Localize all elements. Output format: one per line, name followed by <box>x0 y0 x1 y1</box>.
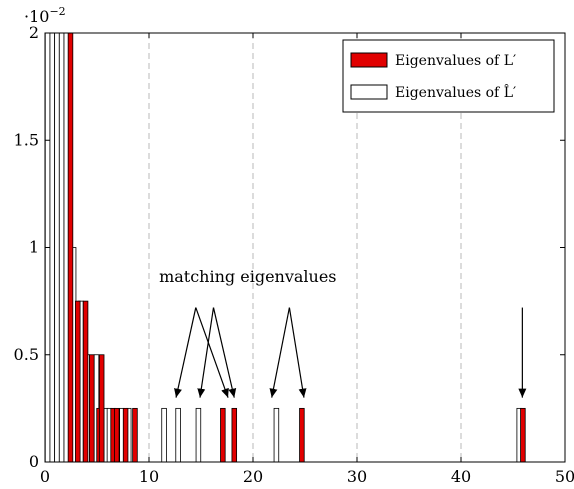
bar-eigenvalue-Lhat <box>273 407 280 463</box>
x-tick-label: 0 <box>40 467 50 486</box>
legend-swatch-L <box>350 52 388 68</box>
legend-label-L: Eigenvalues of L′ <box>395 53 516 69</box>
legend-box <box>342 39 555 113</box>
bar-eigenvalue-L <box>132 407 138 463</box>
bar-eigenvalue-L <box>89 354 95 463</box>
legend-swatch-Lhat <box>350 84 388 100</box>
annotation-arrow <box>212 307 237 398</box>
x-tick-label: 20 <box>243 467 263 486</box>
y-tick-label: 0.5 <box>14 345 39 364</box>
annotation-arrow <box>288 307 307 398</box>
legend: Eigenvalues of L′ Eigenvalues of L̂′ <box>342 39 555 113</box>
bar-eigenvalue-Lhat <box>54 32 60 463</box>
annotation-arrow <box>174 307 197 398</box>
annotations: matching eigenvalues <box>159 267 527 398</box>
bar-eigenvalue-L <box>75 300 81 463</box>
annotation-label: matching eigenvalues <box>159 267 336 286</box>
x-tick-label: 40 <box>451 467 471 486</box>
y-tick-label: 1 <box>29 238 39 257</box>
bar-eigenvalue-Lhat <box>49 32 56 463</box>
y-tick-label: 1.5 <box>14 130 39 149</box>
y-tick-label: 0 <box>29 452 39 471</box>
annotation-arrow <box>195 307 229 398</box>
bar-eigenvalue-L <box>231 407 238 463</box>
bar-eigenvalue-Lhat <box>195 407 202 463</box>
x-tick-label: 10 <box>139 467 159 486</box>
bar-eigenvalue-L <box>67 32 74 463</box>
y-tick-label: 2 <box>29 23 39 42</box>
bar-eigenvalue-L <box>98 354 105 463</box>
x-tick-label: 50 <box>555 467 574 486</box>
bar-eigenvalue-L <box>220 407 226 463</box>
legend-label-Lhat: Eigenvalues of L̂′ <box>395 83 516 101</box>
bar-eigenvalue-L <box>520 407 526 463</box>
y-scale-label: ·10−2 <box>24 5 66 26</box>
bar-eigenvalue-L <box>299 407 305 463</box>
bar-eigenvalue-Lhat <box>161 407 167 463</box>
annotation-arrow <box>197 307 215 398</box>
x-tick-label: 30 <box>347 467 367 486</box>
bar-eigenvalue-Lhat <box>58 32 65 463</box>
axes: 0 10 20 30 40 50 0 0.5 1 1.5 2·10−2 <box>14 5 574 486</box>
bar-eigenvalue-L <box>82 300 89 463</box>
bar-eigenvalue-L <box>122 407 129 463</box>
bar-eigenvalue-Lhat <box>175 407 181 463</box>
y-scale-exponent: −2 <box>49 5 65 18</box>
bar-eigenvalue-L <box>114 407 120 463</box>
annotation-arrow <box>269 307 290 398</box>
